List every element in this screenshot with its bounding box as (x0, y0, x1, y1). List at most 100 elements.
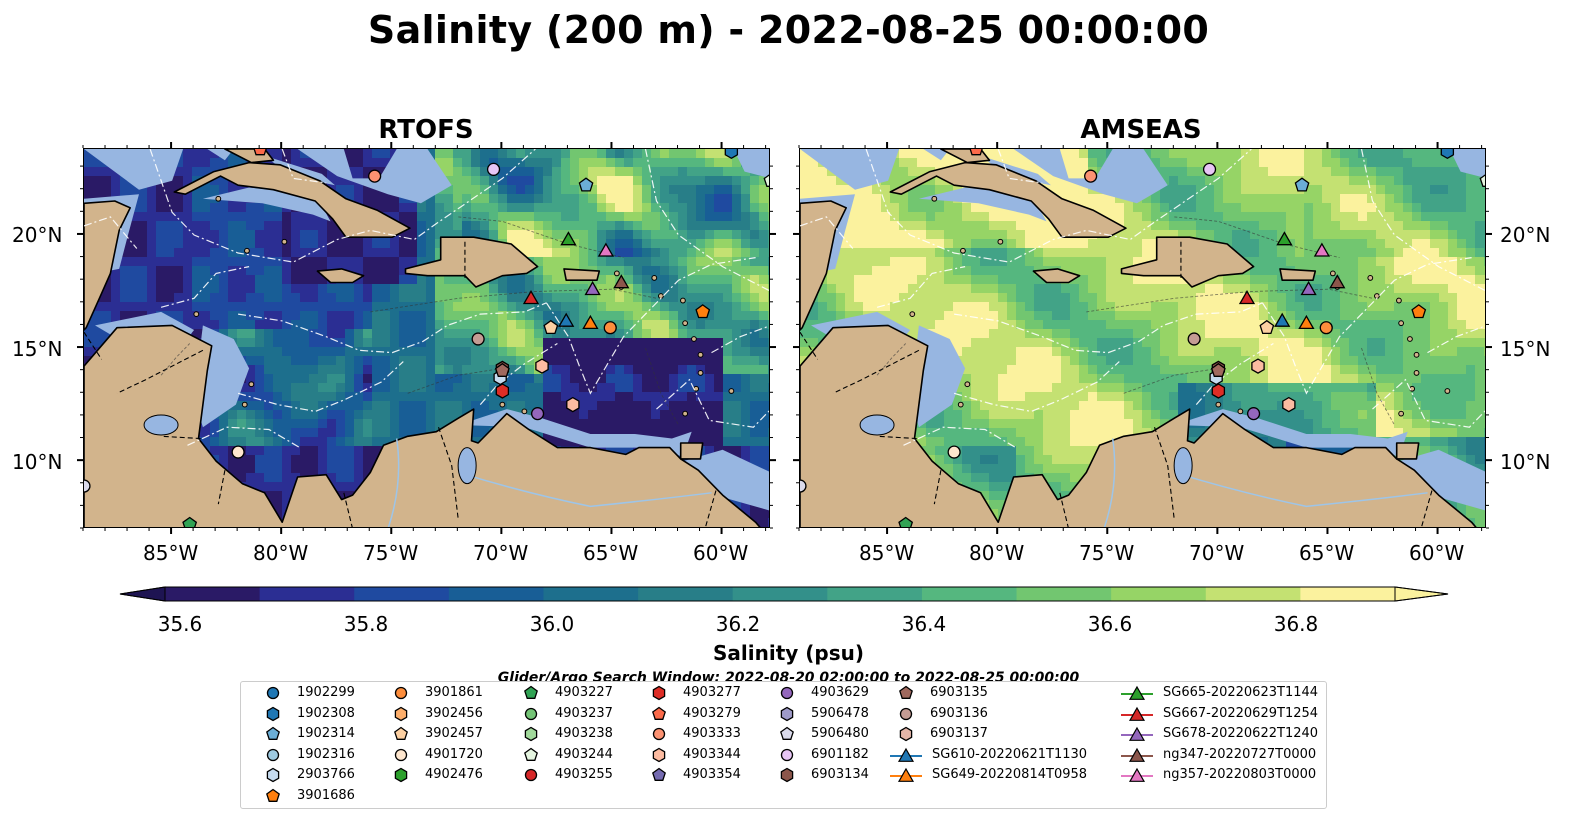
colorbar-extend-max (1394, 586, 1449, 602)
pentagon-marker (1479, 174, 1485, 187)
circle-marker (1084, 169, 1098, 183)
rivers (859, 414, 1428, 527)
pentagon-marker (266, 788, 280, 802)
pentagon-marker (524, 747, 538, 761)
platform-markers (84, 149, 769, 527)
triangle-marker (1238, 289, 1256, 305)
panel-title-amseas: AMSEAS (1080, 115, 1202, 145)
hexagon-marker (1282, 396, 1296, 413)
country-borders (800, 241, 1433, 527)
lon-label-75w-right: 75°W (1079, 541, 1135, 565)
pentagon-marker (898, 516, 914, 527)
colorbar-tick: 36.2 (715, 612, 761, 636)
legend-symbol (780, 748, 794, 761)
colorbar-segment (543, 587, 639, 601)
legend-label: 5906480 (811, 726, 869, 742)
legend-symbol (652, 685, 666, 701)
legend-symbol (890, 747, 922, 762)
triangle-marker (522, 289, 540, 305)
hexagon-marker (394, 706, 408, 721)
lon-label-70w-right: 70°W (1189, 541, 1245, 565)
lon-label-75w: 75°W (363, 541, 419, 565)
circle-marker (899, 707, 913, 720)
colorbar-label: Salinity (psu) (712, 641, 864, 665)
figure-title: Salinity (200 m) - 2022-08-25 00:00:00 (367, 8, 1210, 52)
hexagon-marker (495, 383, 510, 399)
colorbar-tick: 35.6 (157, 612, 203, 636)
legend-symbol (1121, 726, 1153, 742)
legend-symbol (652, 728, 666, 741)
legend-symbol (524, 685, 538, 699)
pentagon-marker (578, 177, 594, 192)
legend-label: 4903277 (683, 685, 741, 700)
legend-label: 4903227 (555, 685, 613, 700)
legend-symbol (652, 747, 666, 763)
colorbar-segment (1016, 587, 1112, 601)
pentagon-marker (1294, 177, 1310, 192)
triangle-marker (597, 242, 615, 257)
legend-label: 3901686 (297, 788, 355, 803)
colorbar-segment (638, 587, 734, 601)
eez-boundaries (800, 149, 1485, 449)
salinity-map-rtofs (84, 149, 769, 527)
lat-label-10n: 10°N (12, 450, 63, 474)
legend-label: 1902299 (297, 685, 355, 700)
pentagon-marker (763, 174, 769, 187)
colorbar-segment (354, 587, 450, 601)
circle-marker (266, 686, 280, 700)
legend-symbol (394, 768, 408, 783)
pentagon-marker (780, 726, 794, 741)
legend-label: 1902308 (297, 705, 355, 721)
legend-symbol (394, 726, 408, 741)
map-panel-amseas (799, 148, 1486, 528)
hexagon-marker (652, 747, 666, 763)
pentagon-marker (266, 726, 280, 741)
legend-symbol (899, 707, 913, 720)
eez-boundaries (84, 149, 769, 449)
hexagon-marker (780, 706, 794, 721)
legend-label: 6903135 (930, 685, 988, 700)
triangle-marker (1313, 242, 1331, 257)
land-masses (800, 149, 1477, 527)
legend-symbol (780, 686, 794, 700)
pentagon-marker (1259, 319, 1275, 335)
hexagon-marker (524, 726, 538, 742)
lat-label-20n: 20°N (12, 223, 63, 247)
legend-symbol (394, 706, 408, 721)
salinity-map-amseas (800, 149, 1485, 527)
pentagon-marker (394, 726, 408, 741)
pentagon-marker (182, 516, 198, 527)
circle-marker (368, 169, 382, 183)
colorbar-segment (732, 587, 828, 601)
pentagon-marker (1210, 362, 1226, 377)
circle-marker (1202, 162, 1217, 176)
triangle-marker (558, 312, 575, 327)
map-panel-rtofs (83, 148, 770, 528)
lat-label-20n-right: 20°N (1500, 223, 1551, 247)
circle-marker (1246, 407, 1261, 421)
hexagon-marker (266, 768, 280, 783)
legend-label: 6903136 (930, 705, 988, 721)
triangle-marker (1298, 314, 1315, 330)
legend-label: 4903238 (555, 726, 613, 742)
legend-symbol (652, 706, 666, 720)
circle-marker (394, 748, 408, 761)
lon-label-85w: 85°W (143, 541, 199, 565)
legend-symbol (266, 788, 280, 802)
legend-symbol (394, 748, 408, 761)
legend-label: SG610-20220621T1130 (932, 746, 1088, 762)
triangle-marker (1274, 312, 1291, 327)
colorbar-tick: 36.4 (901, 612, 947, 636)
legend-label: 4903333 (683, 726, 741, 742)
legend-symbol (780, 768, 794, 783)
colorbar-tick: 36.6 (1087, 612, 1133, 636)
legend-symbol (266, 748, 280, 761)
lon-label-70w: 70°W (473, 541, 529, 565)
hexagon-marker (780, 768, 794, 783)
circle-marker (524, 707, 538, 720)
panel-title-rtofs: RTOFS (378, 115, 474, 145)
legend-symbol (266, 706, 280, 721)
legend-label: SG667-20220629T1254 (1163, 705, 1319, 721)
legend-label: 4903354 (683, 767, 741, 783)
pentagon-marker (652, 768, 666, 782)
